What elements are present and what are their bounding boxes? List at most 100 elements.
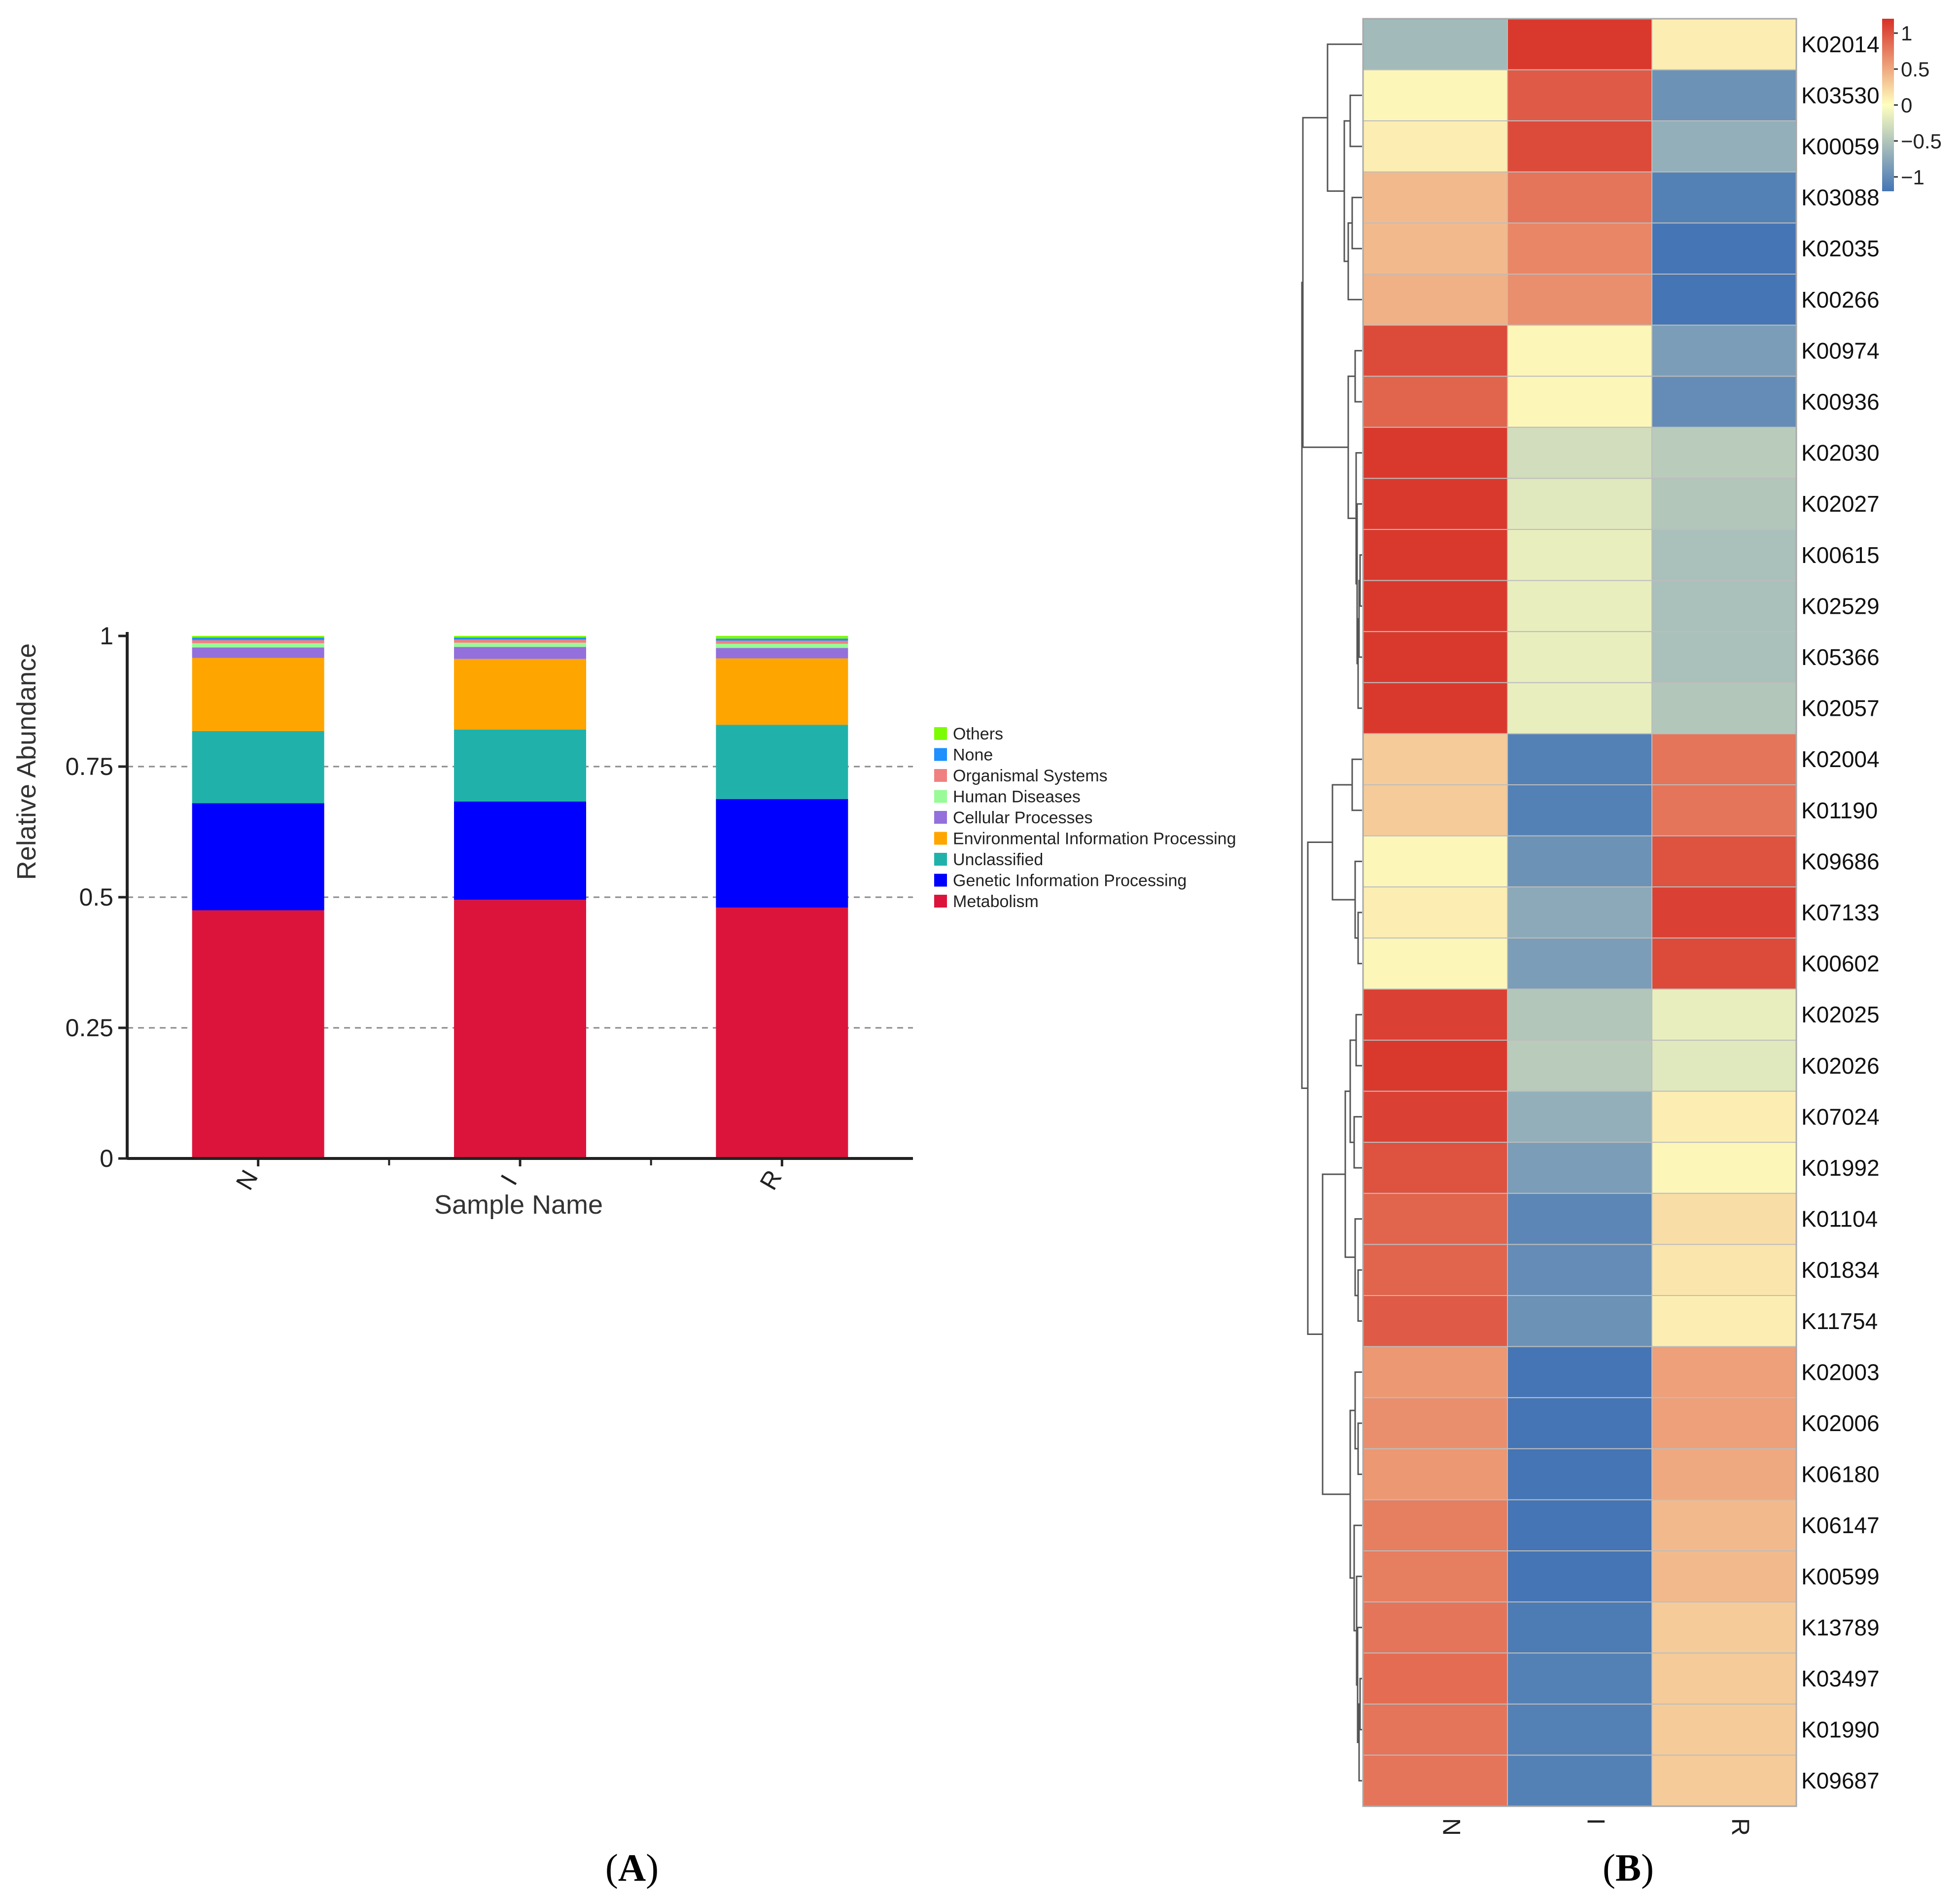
heatmap-cell-K03530-R	[1651, 69, 1797, 122]
heatmap-cell-K01104-I	[1507, 1192, 1652, 1245]
heatmap-cell-K02014-R	[1651, 18, 1797, 70]
dendrogram-branch	[1357, 618, 1362, 709]
heatmap-cell-K13789-I	[1507, 1601, 1652, 1654]
heatmap-cell-K11754-I	[1507, 1295, 1652, 1347]
heatmap-cell-K02004-I	[1507, 733, 1652, 786]
heatmap-row-label: K00059	[1801, 134, 1880, 159]
panel-a-label: (A)	[605, 1846, 659, 1889]
heatmap-cell-K11754-N	[1363, 1295, 1508, 1347]
heatmap-cell-K02006-I	[1507, 1397, 1652, 1449]
heatmap-row-label: K11754	[1801, 1308, 1878, 1334]
heatmap-cell-K03530-N	[1363, 69, 1508, 122]
heatmap-cell-K00936-R	[1651, 376, 1797, 428]
heatmap-row-label: K02035	[1801, 236, 1880, 261]
heatmap-row-label: K01190	[1801, 798, 1878, 823]
heatmap-row-label: K05366	[1801, 644, 1880, 670]
heatmap-cell-K02025-N	[1363, 988, 1508, 1041]
heatmap-cell-K02030-N	[1363, 426, 1508, 479]
heatmap-row-label: K09687	[1801, 1768, 1880, 1793]
heatmap-row-label: K00936	[1801, 389, 1880, 415]
row-dendrogram	[1301, 43, 1362, 1782]
bar-segment-N-5	[192, 643, 324, 648]
bar-segment-R-6	[716, 640, 848, 644]
heatmap-row-label: K02057	[1801, 696, 1880, 721]
heatmap-cell-K02529-R	[1651, 580, 1797, 632]
legend-label: Human Diseases	[953, 788, 1081, 806]
heatmap-border	[1362, 18, 1797, 1807]
heatmap-cell-K01992-I	[1507, 1142, 1652, 1194]
heatmap-cell-K03497-N	[1363, 1652, 1508, 1705]
bar-segment-I-5	[454, 642, 586, 647]
bar-segment-N-0	[192, 910, 324, 1158]
heatmap-cell-K03088-N	[1363, 171, 1508, 224]
heatmap-cell-K01104-N	[1363, 1192, 1508, 1245]
dendrogram-branch	[1322, 1173, 1350, 1495]
heatmap-cell-K02025-I	[1507, 988, 1652, 1041]
legend-swatch	[934, 790, 947, 803]
heatmap-cell-K02003-I	[1507, 1346, 1652, 1399]
heatmap-cell-K00615-R	[1651, 529, 1797, 581]
heatmap-cell-K07024-N	[1363, 1090, 1508, 1143]
heatmap-cell-K00266-N	[1363, 274, 1508, 326]
y-tick-label: 0.5	[79, 883, 113, 911]
heatmap-cell-K00599-N	[1363, 1550, 1508, 1603]
heatmap-cell-K06147-I	[1507, 1499, 1652, 1551]
heatmap-row-label: K00974	[1801, 338, 1880, 363]
dendrogram-branch	[1355, 1014, 1362, 1067]
bar-stacks	[192, 636, 848, 1158]
heatmap-cell-K00974-R	[1651, 324, 1797, 377]
heatmap-cell-K02025-R	[1651, 988, 1797, 1041]
legend-label: Unclassified	[953, 850, 1043, 869]
x-axis-title: Sample Name	[434, 1190, 603, 1220]
bar-segment-N-3	[192, 658, 324, 731]
bar-segment-N-4	[192, 647, 324, 658]
bar-segment-R-2	[716, 725, 848, 799]
heatmap-row-label: K01992	[1801, 1155, 1880, 1181]
y-tick-label: 0	[100, 1145, 113, 1172]
bar-segment-I-8	[454, 636, 586, 638]
heatmap-row-label: K09686	[1801, 848, 1880, 874]
heatmap-cell-K00974-N	[1363, 324, 1508, 377]
bar-segment-R-4	[716, 648, 848, 659]
x-tick-label: N	[231, 1165, 264, 1194]
dendrogram-branch	[1307, 841, 1332, 1335]
heatmap-column-label: N	[1438, 1818, 1466, 1836]
dendrogram-branch	[1357, 1269, 1362, 1322]
heatmap-cell-K02035-N	[1363, 222, 1508, 275]
heatmap-cell-K09686-R	[1651, 835, 1797, 888]
colorbar-gradient	[1882, 19, 1894, 191]
heatmap-cell-K00059-N	[1363, 120, 1508, 173]
bar-segment-I-1	[454, 802, 586, 900]
heatmap-row-label: K00615	[1801, 542, 1880, 568]
bar-segment-I-7	[454, 637, 586, 640]
heatmap-row-label: K03530	[1801, 82, 1880, 108]
bar-segment-I-2	[454, 729, 586, 802]
heatmap-row-label: K01104	[1801, 1206, 1878, 1232]
heatmap-row-label: K07133	[1801, 900, 1880, 925]
legend-swatch	[934, 832, 947, 845]
heatmap-cell-K00974-I	[1507, 324, 1652, 377]
dendrogram-branch	[1359, 1678, 1362, 1731]
legend-label: Cellular Processes	[953, 808, 1092, 827]
heatmap-cell-K01990-R	[1651, 1703, 1797, 1756]
heatmap-column-label: R	[1727, 1818, 1754, 1836]
heatmap-cell-K13789-R	[1651, 1601, 1797, 1654]
x-tick-label: R	[754, 1165, 787, 1194]
heatmap-cell-K13789-N	[1363, 1601, 1508, 1654]
heatmap-row-label: K02004	[1801, 746, 1880, 772]
heatmap-cell-K01992-N	[1363, 1142, 1508, 1194]
dendrogram-branch	[1351, 758, 1362, 811]
colorbar-tick-label: −0.5	[1901, 130, 1942, 153]
legend-label: Organismal Systems	[953, 767, 1108, 785]
heatmap-cell-K00615-I	[1507, 529, 1652, 581]
bar-segment-I-6	[454, 639, 586, 643]
legend-label: None	[953, 746, 993, 765]
heatmap-cell-K09686-N	[1363, 835, 1508, 888]
legend-label: Environmental Information Processing	[953, 830, 1236, 848]
heatmap-cell-K02030-R	[1651, 426, 1797, 479]
heatmap-row-label: K03497	[1801, 1666, 1880, 1691]
heatmap-cell-K00936-I	[1507, 376, 1652, 428]
heatmap-cell-K00059-R	[1651, 120, 1797, 173]
heatmap-cell-K02014-I	[1507, 18, 1652, 70]
